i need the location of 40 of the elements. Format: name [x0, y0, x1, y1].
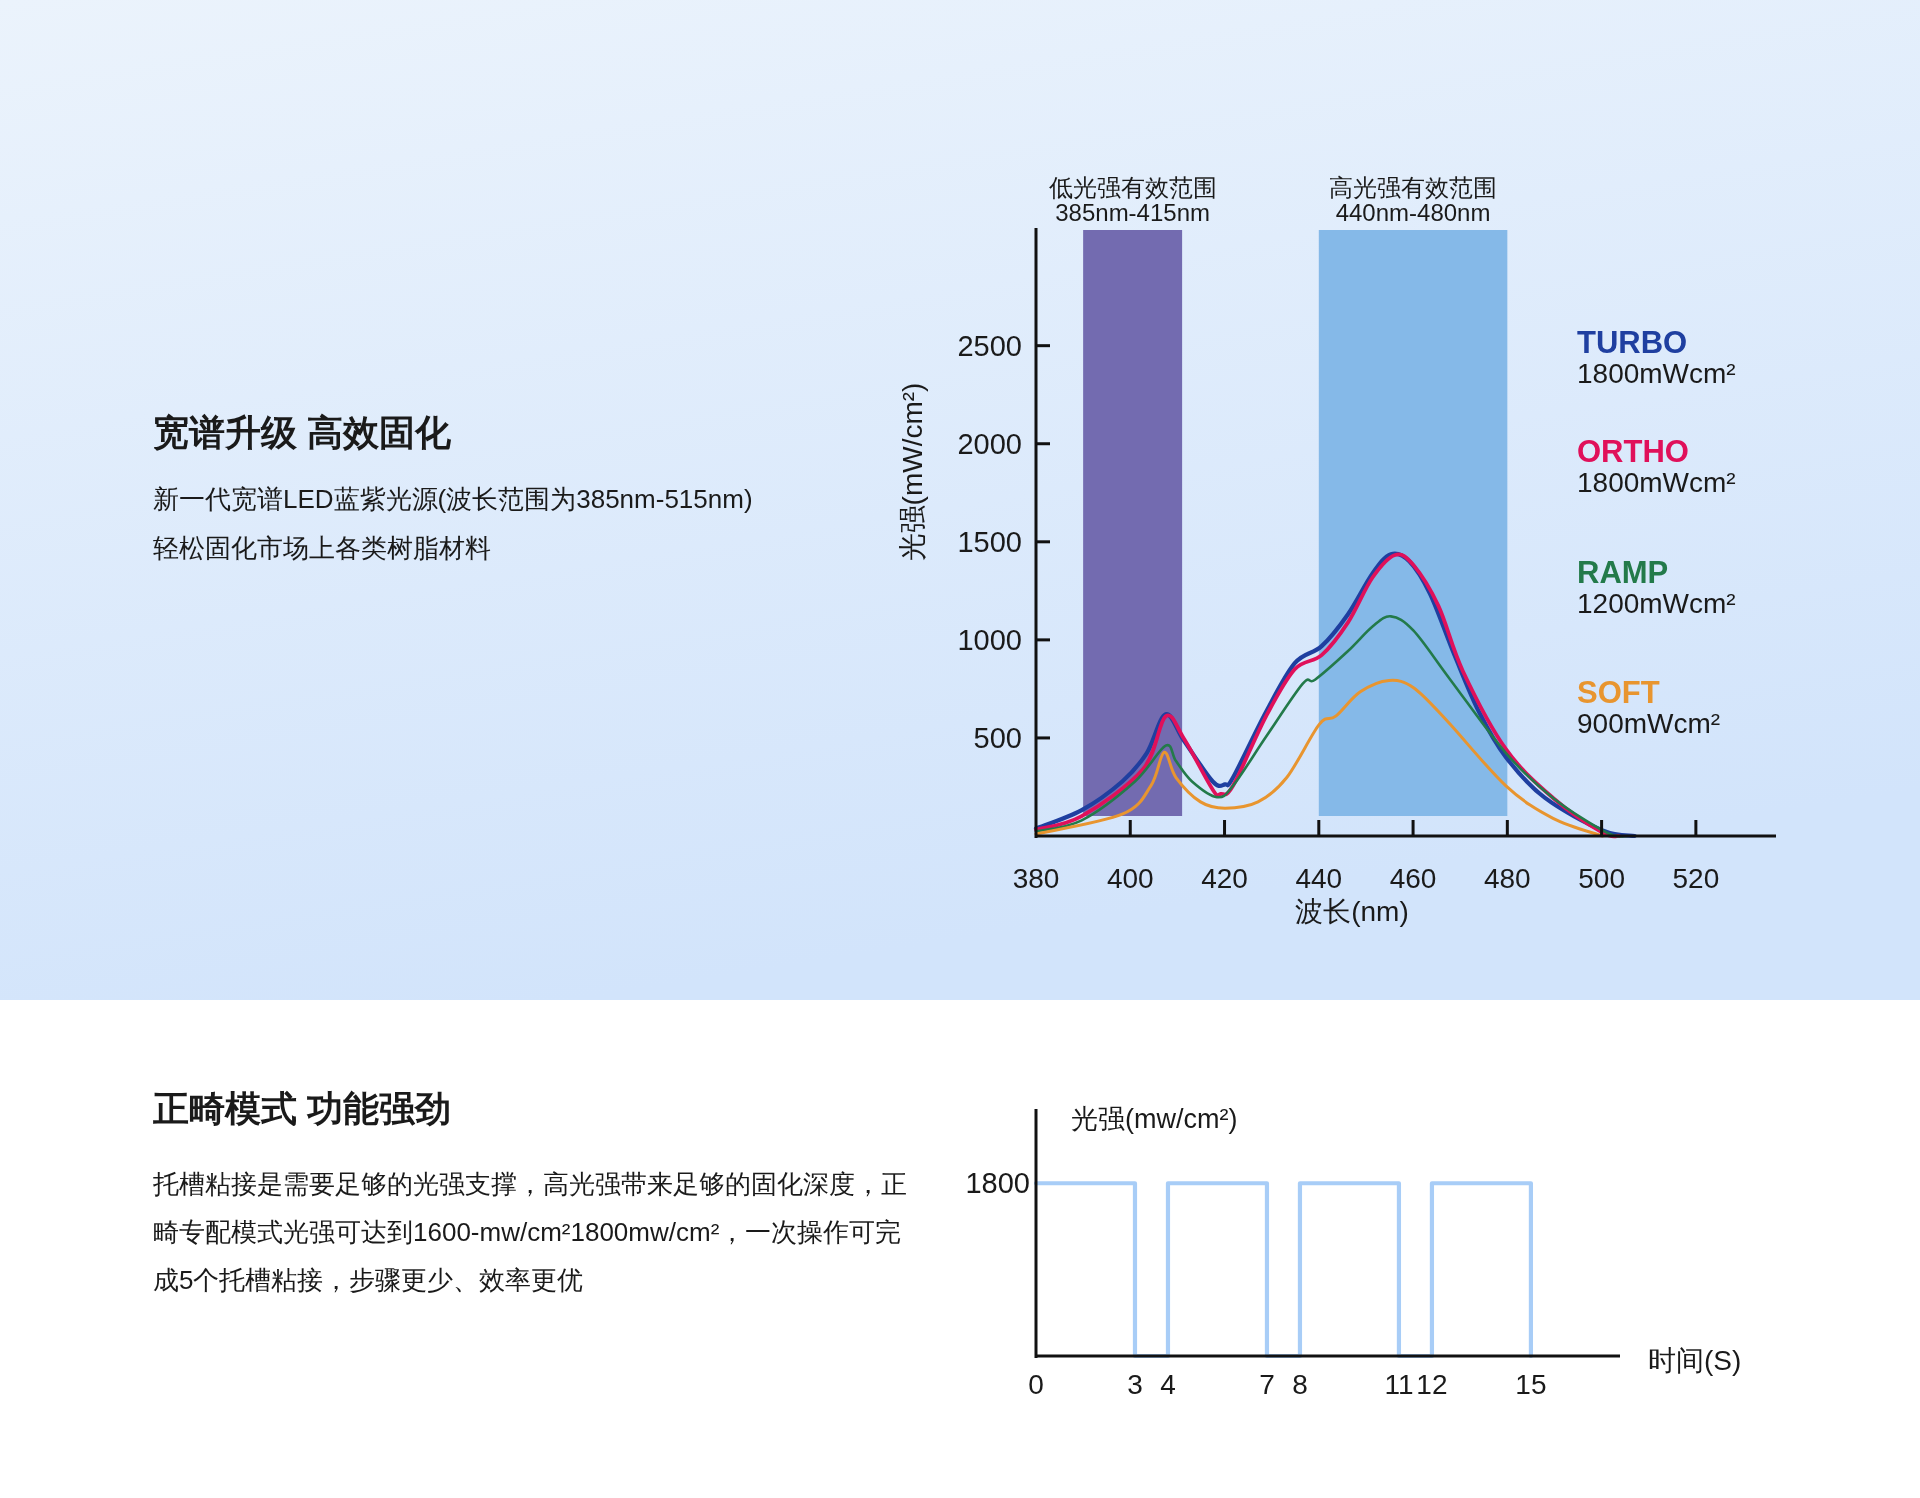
x-tick-label: 380 [1012, 863, 1060, 894]
y-tick-label: 2500 [957, 329, 1022, 362]
text: 1200mWcm² [1577, 588, 1736, 619]
x-axis-title: 时间(S) [1648, 1345, 1742, 1376]
x-tick-label: 0 [1028, 1369, 1044, 1400]
y-axis-title: 光强(mw/cm²) [1071, 1104, 1238, 1134]
x-tick-label: 520 [1672, 863, 1720, 894]
y-tick-label: 2000 [957, 427, 1022, 460]
x-axis-title: 波长(nm) [1295, 896, 1409, 927]
text: 1800 [965, 1167, 1030, 1200]
y-tick-label: 500 [973, 721, 1022, 754]
text: RAMP [1577, 555, 1669, 590]
text: ORTHO [1577, 434, 1689, 469]
text: 托槽粘接是需要足够的光强支撑，高光强带来足够的固化深度，正畸专配模式光强可达到1600-mw/cm²1800mw/cm²，一次操作可完成5个托槽粘接，步骤更少、效率更优 [152, 1169, 907, 1295]
x-tick-label: 11 [1384, 1369, 1414, 1400]
y-tick-label: 1500 [957, 525, 1022, 558]
y-axis-title: 光强(mW/cm²) [897, 382, 928, 562]
x-tick-label: 400 [1106, 863, 1154, 894]
text: 900mWcm² [1577, 708, 1721, 739]
x-tick-label: 480 [1483, 863, 1531, 894]
x-tick-label: 420 [1201, 863, 1248, 894]
x-tick-label: 12 [1416, 1369, 1448, 1400]
text: SOFT [1577, 675, 1660, 710]
band-label: 低光强有效范围 385nm-415nm [1048, 174, 1217, 226]
x-tick-label: 500 [1578, 863, 1625, 894]
text: 新一代宽谱LED蓝紫光源(波长范围为385nm-515nm) 轻松固化市场上各类树脂材料 [153, 484, 753, 563]
x-tick-label: 8 [1292, 1369, 1308, 1400]
text: 1800mWcm² [1577, 467, 1736, 498]
text: TURBO [1577, 325, 1688, 360]
x-tick-label: 3 [1127, 1369, 1143, 1400]
band-label: 高光强有效范围 440nm-480nm [1329, 174, 1498, 226]
text: 宽谱升级 高效固化 [153, 412, 452, 453]
x-tick-label: 460 [1389, 863, 1437, 894]
text: 正畸模式 功能强劲 [153, 1088, 452, 1129]
text: 1800mWcm² [1577, 358, 1736, 389]
x-tick-label: 440 [1295, 863, 1343, 894]
x-tick-label: 7 [1259, 1369, 1275, 1400]
x-tick-label: 4 [1160, 1369, 1176, 1400]
x-tick-label: 15 [1515, 1369, 1547, 1400]
y-tick-label: 1000 [957, 623, 1022, 656]
